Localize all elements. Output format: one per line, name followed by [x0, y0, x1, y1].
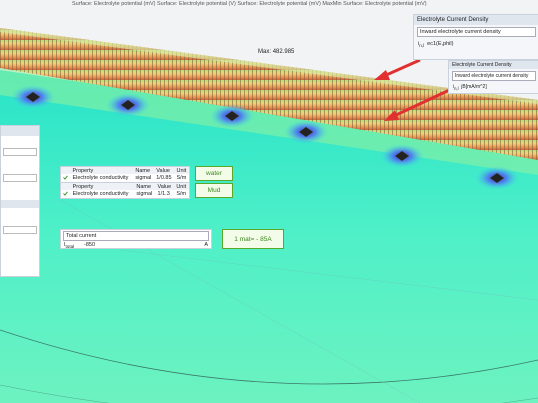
- cell: S/m: [176, 191, 187, 197]
- table-row: Electrolyte conductivity sigmal 1/1.3 S/m: [61, 190, 189, 198]
- header-cell: Value: [155, 183, 175, 190]
- header-cell: Property: [70, 167, 134, 174]
- cell: Electrolyte conductivity: [72, 191, 129, 197]
- table-row: Electrolyte conductivity sigmal 1/0.85 S/m: [61, 174, 189, 182]
- subscript: n,l: [454, 86, 459, 91]
- current-row: Itotal -850 A: [61, 242, 211, 249]
- check-cell: [61, 190, 71, 198]
- table: Property Name Value Unit Electrolyte conduct…: [61, 167, 189, 182]
- subscript: total: [65, 244, 75, 250]
- dropdown[interactable]: Inward electrolyte current density: [417, 27, 536, 37]
- max-annotation: Max: 482.985: [258, 49, 294, 55]
- marker-cell: [61, 167, 71, 174]
- header-cell: Unit: [174, 183, 189, 190]
- unit: A: [204, 242, 208, 248]
- dropdown[interactable]: Inward electrolyte current density: [452, 71, 536, 81]
- symbol: i: [453, 84, 455, 90]
- settings-panel: Electrolyte Current Density Inward elect…: [413, 14, 538, 60]
- panel-title: Electrolyte Current Density: [414, 15, 538, 25]
- symbol: i: [418, 41, 420, 47]
- cell: Electrolyte conductivity: [72, 175, 129, 181]
- cell: 1/1.3: [157, 191, 170, 197]
- panel-title: Electrolyte Current Density: [449, 61, 538, 69]
- header-row: Property Name Value Unit: [61, 167, 189, 174]
- expression-row: in,l jB[mA/m^2]: [449, 83, 538, 92]
- annotation-box: 1 mat= - 85A: [222, 229, 284, 249]
- side-panel: [0, 125, 40, 277]
- header-cell: Name: [134, 183, 156, 190]
- table: Property Name Value Unit Electrolyte conduct…: [61, 183, 189, 198]
- annotation-box: water: [195, 166, 233, 181]
- max-value: 482.985: [272, 49, 295, 55]
- cell: S/m: [176, 175, 187, 181]
- annotation-box: Mud: [195, 183, 233, 198]
- max-label: Max:: [258, 49, 272, 55]
- expression-row: in,l ec1(E,phil): [414, 39, 538, 50]
- cell: sigmal: [136, 191, 153, 197]
- header-cell: Property: [70, 183, 135, 190]
- header-cell: Unit: [174, 167, 189, 174]
- cell: 1/0.85: [156, 175, 172, 181]
- cell: sigmal: [135, 175, 152, 181]
- expression: jB[mA/m^2]: [461, 84, 487, 90]
- header-cell: Name: [133, 167, 155, 174]
- check-cell: [61, 174, 70, 182]
- expression: ec1(E,phil): [427, 41, 454, 47]
- header-row: Property Name Value Unit: [61, 183, 189, 190]
- view-header: Surface: Electrolyte potential (mV) Surf…: [72, 1, 427, 7]
- current-panel: Total current Itotal -850 A: [60, 229, 212, 249]
- marker-cell: [61, 183, 71, 190]
- header-cell: Value: [154, 167, 175, 174]
- property-table: Property Name Value Unit Electrolyte conduct…: [60, 166, 190, 183]
- property-table: Property Name Value Unit Electrolyte conduct…: [60, 182, 190, 199]
- dropdown[interactable]: Total current: [63, 231, 209, 241]
- subscript: n,l: [419, 43, 425, 49]
- symbol: I: [64, 242, 66, 248]
- settings-panel: Electrolyte Current Density Inward elect…: [448, 60, 538, 94]
- current-value[interactable]: -850: [84, 242, 96, 248]
